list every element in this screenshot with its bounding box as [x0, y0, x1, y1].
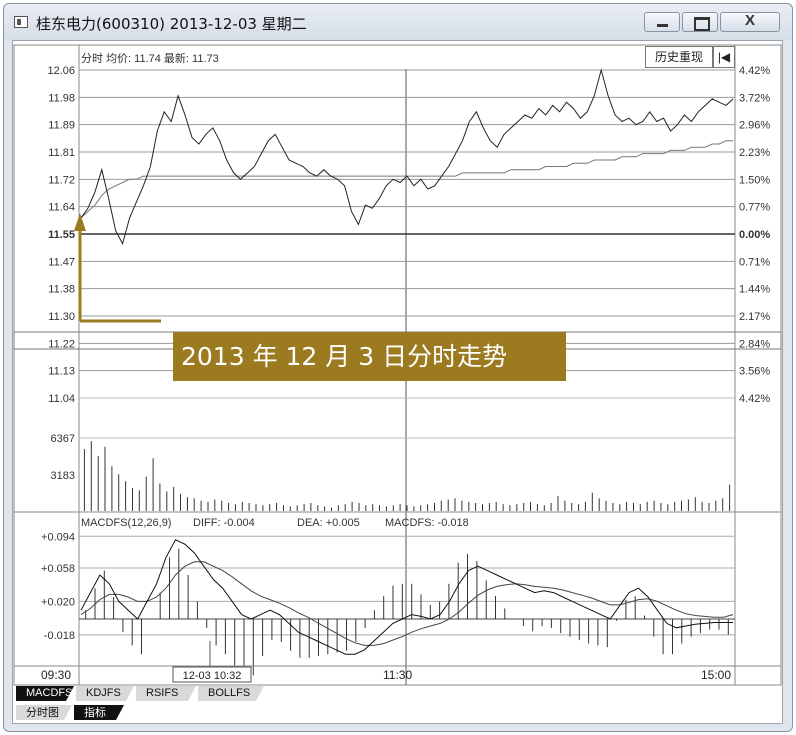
price-label-left: 11.89 [48, 120, 75, 132]
price-label-left: 11.72 [48, 174, 75, 186]
price-label-right: 0.00% [739, 229, 770, 241]
time-start: 09:30 [41, 668, 71, 682]
history-replay-button[interactable]: 历史重现 [645, 46, 713, 68]
price-label-right: 1.50% [739, 174, 770, 186]
price-label-right: 1.44% [739, 284, 770, 296]
volume-label-mid: 3183 [51, 470, 75, 482]
price-label-left: 11.38 [48, 284, 75, 296]
tab-indicator[interactable]: 指标 [74, 705, 124, 720]
close-icon: X [744, 12, 755, 29]
cursor-time-box [172, 666, 252, 683]
time-end: 15:00 [701, 668, 731, 682]
minimize-button[interactable] [644, 12, 680, 32]
price-label-right: 4.42% [739, 65, 770, 77]
tab-intraday[interactable]: 分时图 [16, 705, 72, 720]
price-label-right: 3.56% [739, 366, 770, 378]
price-label-left: 11.04 [48, 393, 75, 405]
tab-macdfs[interactable]: MACDFS [16, 686, 74, 701]
macd-axis-label: +0.094 [41, 531, 75, 543]
diff-line [80, 539, 733, 655]
app-icon [14, 16, 28, 28]
time-mid: 11:30 [383, 668, 412, 682]
price-label-right: 2.17% [739, 311, 770, 323]
macd-title: MACDFS(12,26,9) [81, 517, 171, 529]
callout-arrowhead [74, 213, 86, 231]
macd-axis-label: -0.018 [44, 630, 75, 642]
tab-rsifs[interactable]: RSIFS [136, 686, 196, 701]
price-label-left: 11.98 [48, 92, 75, 104]
title-bar[interactable]: 桂东电力(600310) 2013-12-03 星期二 X [4, 4, 792, 40]
price-label-right: 0.77% [739, 202, 770, 214]
price-label-left: 11.55 [48, 229, 75, 241]
macd-axis-label: +0.020 [41, 596, 75, 608]
intraday-chart[interactable]: 分时 均价: 11.74 最新: 11.73 12.06 11.98 11.89 11… [13, 41, 784, 725]
price-label-right: 2.84% [739, 338, 770, 350]
close-button[interactable]: X [720, 12, 780, 32]
macd-bars [85, 548, 729, 681]
price-label-left: 11.13 [48, 366, 75, 378]
price-label-right: 4.42% [739, 393, 770, 405]
back-icon[interactable]: |◀ [713, 46, 735, 68]
price-label-left: 11.81 [48, 147, 75, 159]
price-line [80, 68, 734, 245]
price-label-right: 0.71% [739, 256, 770, 268]
cursor-time-label: 12-03 10:32 [183, 670, 242, 682]
macd-grid: +0.094 +0.058 +0.020 -0.018 [41, 531, 735, 642]
macd-diff: DIFF: -0.004 [193, 517, 255, 529]
price-label-left: 11.22 [48, 338, 75, 350]
price-label-right: 2.96% [739, 120, 770, 132]
price-label-right: 3.72% [739, 92, 770, 104]
price-label-left: 11.47 [48, 256, 75, 268]
price-header: 分时 均价: 11.74 最新: 11.73 [81, 51, 219, 65]
chart-frame [13, 44, 782, 686]
macd-value: MACDFS: -0.018 [385, 517, 469, 529]
price-left-labels: 12.06 11.98 11.89 11.81 11.72 11.64 11.55 11.47… [47, 65, 75, 405]
tab-bollfs[interactable]: BOLLFS [198, 686, 264, 701]
price-label-right: 2.23% [739, 147, 770, 159]
annotation-callout: 2013 年 12 月 3 日分时走势 [173, 332, 566, 381]
price-label-left: 12.06 [47, 65, 75, 77]
price-right-labels: 4.42% 3.72% 2.96% 2.23% 1.50% 0.77% 0.00% 0.71%… [739, 65, 770, 405]
dea-line [80, 561, 734, 646]
maximize-button[interactable] [682, 12, 718, 32]
volume-bars [83, 441, 731, 511]
price-label-left: 11.30 [48, 311, 75, 323]
tab-kdjfs[interactable]: KDJFS [76, 686, 134, 701]
macd-axis-label: +0.058 [41, 563, 75, 575]
window-title: 桂东电力(600310) 2013-12-03 星期二 [36, 15, 307, 33]
price-label-left: 11.64 [48, 202, 75, 214]
macd-dea: DEA: +0.005 [297, 517, 360, 529]
chart-area: 分时 均价: 11.74 最新: 11.73 12.06 11.98 11.89 11… [12, 40, 783, 724]
volume-label-top: 6367 [51, 433, 75, 445]
